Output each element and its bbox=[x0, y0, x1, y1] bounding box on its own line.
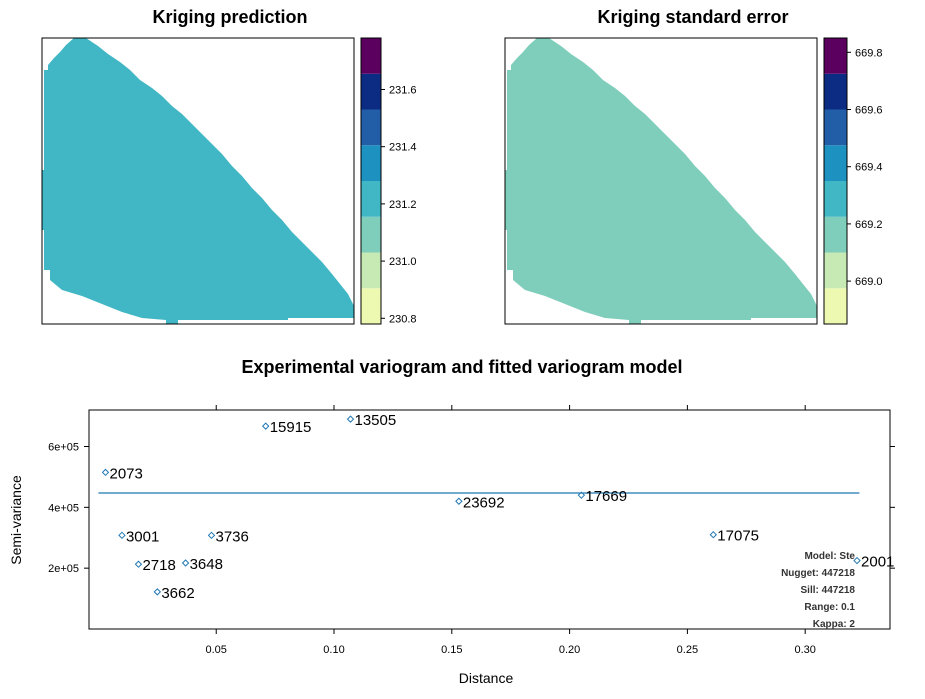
colorbar-tick-label: 669.6 bbox=[855, 105, 883, 117]
colorbar-swatch bbox=[824, 216, 847, 253]
variogram-point bbox=[134, 560, 143, 568]
colorbar-tick-label: 231.6 bbox=[389, 84, 417, 96]
colorbar-tick-label: 231.4 bbox=[389, 142, 417, 154]
y-tick-label: 6e+05 bbox=[48, 442, 79, 454]
colorbar-swatch bbox=[824, 73, 847, 110]
y-axis-label: Semi-variance bbox=[8, 475, 24, 565]
colorbar-frame bbox=[823, 37, 848, 325]
variogram-point bbox=[455, 497, 463, 505]
point-count-label: 3648 bbox=[190, 556, 223, 573]
model-legend-line: Kappa: 2 bbox=[813, 619, 856, 630]
variogram-axes: 0.05 0.10 0.15 0.20 0.25 0.30 2e+05 4e+05 6e+05 bbox=[48, 405, 895, 656]
colorbar-swatch bbox=[824, 181, 847, 217]
prediction-map bbox=[42, 38, 354, 324]
colorbar-swatch bbox=[361, 252, 381, 289]
variogram-point bbox=[101, 468, 110, 477]
colorbar-tick-label: 231.0 bbox=[389, 256, 417, 268]
x-tick-label: 0.20 bbox=[559, 644, 580, 656]
stderr-title: Kriging standard error bbox=[597, 7, 788, 27]
model-legend-line: Nugget: 447218 bbox=[781, 568, 855, 579]
colorbar-swatch bbox=[824, 109, 847, 146]
point-count-label: 17075 bbox=[717, 528, 759, 545]
stderr-map-frame bbox=[504, 37, 818, 325]
colorbar-frame bbox=[360, 37, 382, 325]
colorbar-swatch bbox=[824, 145, 847, 181]
colorbar-swatch bbox=[361, 109, 381, 146]
variogram-plot-frame bbox=[88, 409, 891, 630]
model-legend-line: Sill: 447218 bbox=[801, 585, 856, 596]
colorbar-swatch bbox=[361, 38, 381, 74]
variogram-point bbox=[853, 556, 861, 565]
x-tick-label: 0.25 bbox=[677, 644, 698, 656]
point-count-label: 3662 bbox=[161, 585, 194, 602]
variogram-point bbox=[181, 559, 190, 567]
point-count-label: 2001 bbox=[861, 554, 894, 571]
point-count-label: 3001 bbox=[126, 528, 159, 545]
colorbar-tick-label: 669.0 bbox=[855, 276, 883, 288]
model-legend-line: Range: 0.1 bbox=[804, 602, 855, 613]
colorbar-swatch bbox=[361, 181, 381, 217]
point-count-label: 3736 bbox=[216, 528, 249, 545]
variogram-point bbox=[577, 491, 586, 499]
stderr-colorbar: 669.0 669.2 669.4 669.6 669.8 bbox=[823, 37, 883, 325]
x-tick-label: 0.10 bbox=[323, 644, 344, 656]
colorbar-swatch bbox=[361, 73, 381, 110]
colorbar-tick-label: 231.2 bbox=[389, 199, 417, 211]
point-count-label: 15915 bbox=[270, 419, 312, 436]
variogram-point bbox=[709, 531, 718, 539]
kriging-surface bbox=[505, 38, 817, 324]
prediction-title: Kriging prediction bbox=[153, 7, 308, 27]
colorbar-swatch bbox=[824, 38, 847, 74]
variogram-point bbox=[153, 588, 162, 596]
colorbar-swatch bbox=[361, 288, 381, 324]
point-count-label: 17669 bbox=[585, 488, 627, 505]
x-tick-label: 0.05 bbox=[206, 644, 227, 656]
y-tick-label: 4e+05 bbox=[48, 502, 79, 514]
colorbar-tick-label: 669.8 bbox=[855, 47, 883, 59]
point-count-label: 2073 bbox=[109, 465, 142, 482]
colorbar-tick-label: 669.4 bbox=[855, 162, 883, 174]
x-tick-label: 0.15 bbox=[441, 644, 462, 656]
variogram-points: 2073 3001 2718 3662 3648 3736 15915 13505 23692 1… bbox=[101, 412, 894, 602]
kriging-surface bbox=[42, 38, 354, 324]
variogram-point bbox=[346, 415, 355, 423]
x-tick-label: 0.30 bbox=[794, 644, 815, 656]
variogram-point bbox=[118, 531, 126, 540]
colorbar-swatch bbox=[361, 145, 381, 181]
stderr-map bbox=[505, 38, 817, 324]
model-legend-line: Model: Ste bbox=[804, 551, 855, 562]
colorbar-tick-label: 230.8 bbox=[389, 313, 417, 325]
prediction-colorbar: 230.8 231.0 231.2 231.4 231.6 bbox=[360, 37, 417, 325]
variogram-title: Experimental variogram and fitted variog… bbox=[241, 357, 682, 377]
colorbar-swatch bbox=[361, 216, 381, 253]
colorbar-swatch bbox=[824, 288, 847, 324]
x-axis-label: Distance bbox=[459, 670, 514, 686]
colorbar-tick-label: 669.2 bbox=[855, 219, 883, 231]
point-count-label: 23692 bbox=[463, 494, 505, 511]
colorbar-swatch bbox=[824, 252, 847, 289]
variogram-point bbox=[261, 422, 270, 430]
point-count-label: 13505 bbox=[355, 412, 397, 429]
point-count-label: 2718 bbox=[142, 557, 175, 574]
prediction-map-frame bbox=[41, 37, 355, 325]
y-tick-label: 2e+05 bbox=[48, 563, 79, 575]
variogram-point bbox=[207, 531, 216, 540]
model-legend: Model: Ste Nugget: 447218 Sill: 447218 Rang… bbox=[781, 551, 855, 630]
